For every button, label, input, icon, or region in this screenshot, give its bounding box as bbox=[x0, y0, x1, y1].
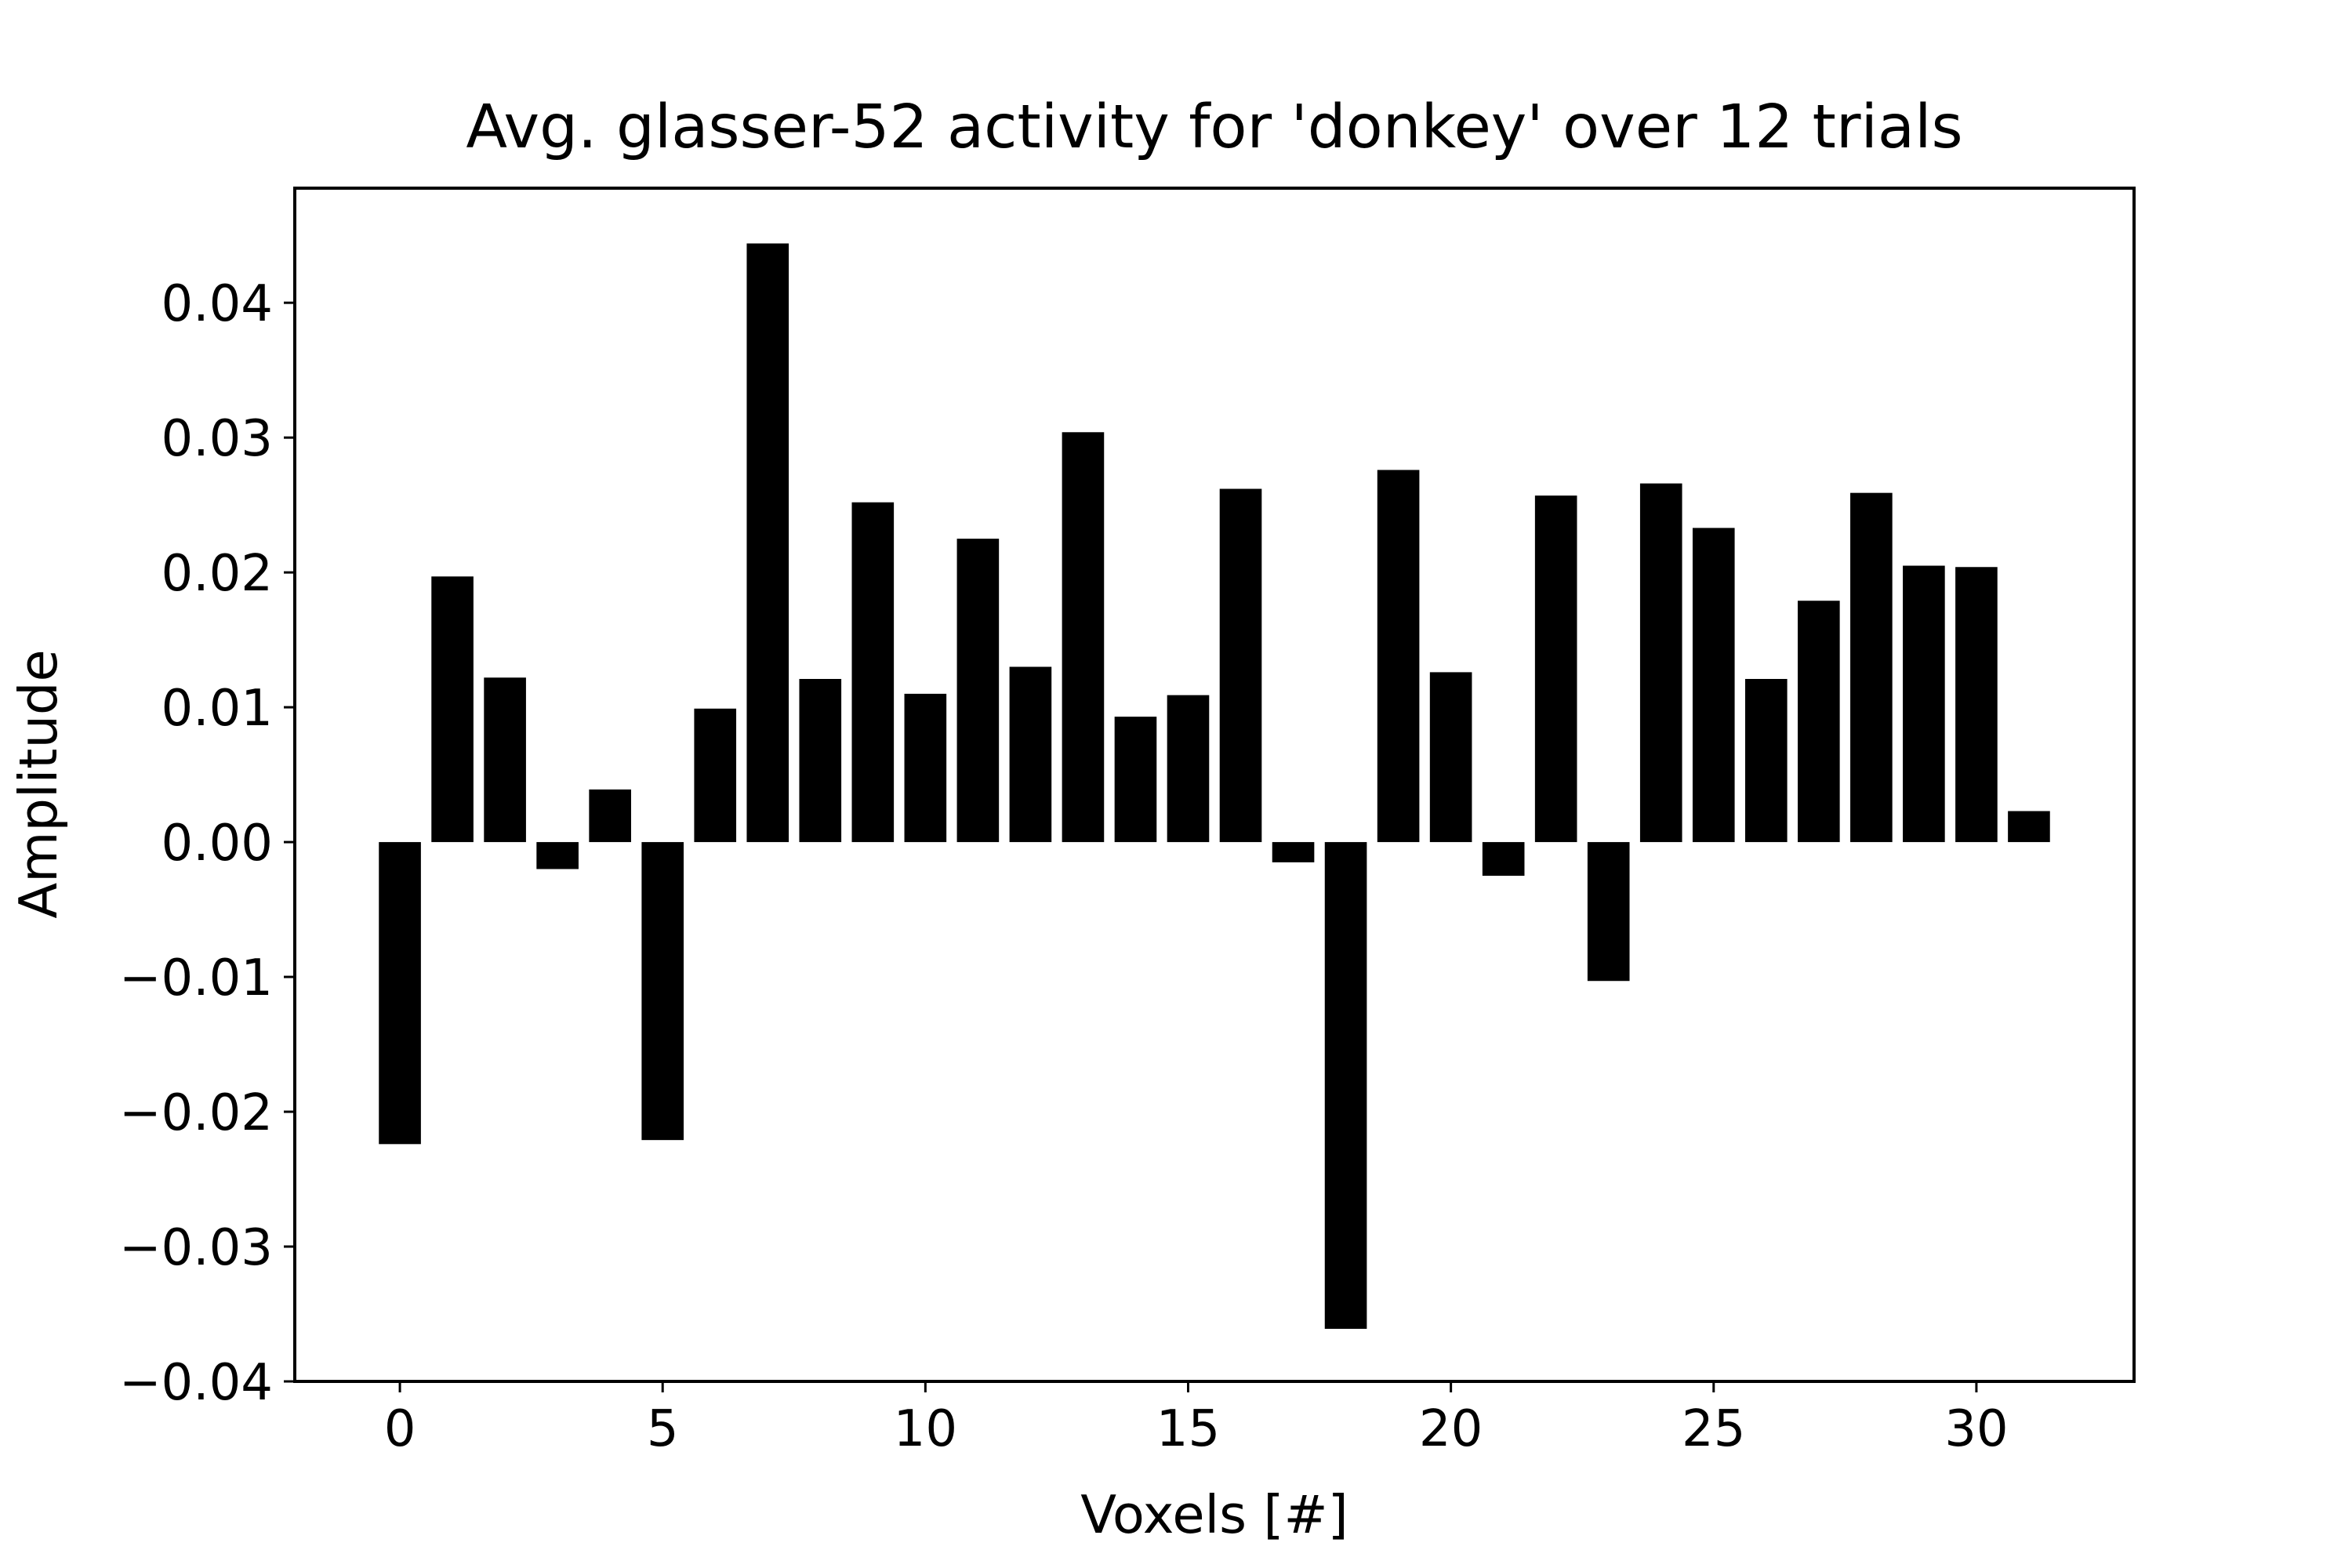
bar-voxel-15 bbox=[1167, 695, 1210, 843]
bar-voxel-12 bbox=[1009, 666, 1052, 843]
bar-voxel-9 bbox=[851, 502, 895, 843]
y-tick-label: −0.01 bbox=[119, 949, 273, 1007]
bar-voxel-11 bbox=[956, 539, 1000, 843]
bar-voxel-26 bbox=[1744, 679, 1788, 843]
bar-voxel-2 bbox=[484, 677, 526, 843]
x-tick-label: 0 bbox=[384, 1400, 416, 1458]
bar-voxel-28 bbox=[1850, 492, 1893, 843]
bar-voxel-16 bbox=[1219, 488, 1262, 843]
bar-voxel-18 bbox=[1324, 842, 1367, 1329]
bar-voxel-29 bbox=[1903, 565, 1945, 843]
bar-voxel-1 bbox=[431, 576, 474, 843]
bar-voxel-30 bbox=[1955, 567, 1998, 843]
y-tick-label: 0.01 bbox=[162, 680, 274, 738]
bar-voxel-7 bbox=[746, 243, 789, 843]
bar-voxel-13 bbox=[1062, 432, 1105, 843]
plot-area: 0 5 10 15 20 25 30 −0.04 −0.03 −0.02 −0.01 0.00 0.0… bbox=[119, 187, 2136, 1458]
x-axis-label: Voxels [#] bbox=[1080, 1484, 1348, 1545]
y-tick-label: 0.04 bbox=[162, 275, 274, 333]
y-tick-label: 0.02 bbox=[162, 545, 274, 603]
bar-voxel-23 bbox=[1587, 842, 1630, 982]
bar-voxel-19 bbox=[1377, 470, 1420, 843]
bar-voxel-27 bbox=[1798, 601, 1840, 843]
bar-voxel-10 bbox=[904, 693, 947, 843]
bar-voxel-22 bbox=[1534, 495, 1577, 843]
bar-voxel-20 bbox=[1429, 672, 1472, 843]
x-tick-label: 30 bbox=[1944, 1400, 2008, 1458]
x-tick-label: 25 bbox=[1682, 1400, 1745, 1458]
x-tick-label: 10 bbox=[894, 1400, 957, 1458]
x-axis-ticks: 0 5 10 15 20 25 30 bbox=[384, 1381, 2009, 1458]
bar-voxel-31 bbox=[2008, 811, 2050, 843]
bars-group bbox=[379, 243, 2050, 1329]
plot-frame bbox=[293, 187, 2136, 1383]
bar-voxel-4 bbox=[589, 789, 631, 843]
bar-voxel-17 bbox=[1272, 842, 1315, 862]
y-tick-label: 0.00 bbox=[162, 815, 274, 873]
x-tick-label: 5 bbox=[647, 1400, 679, 1458]
y-tick-label: 0.03 bbox=[162, 410, 274, 468]
y-tick-label: −0.02 bbox=[119, 1084, 273, 1142]
bar-voxel-21 bbox=[1482, 842, 1525, 877]
bar-voxel-25 bbox=[1692, 528, 1735, 843]
bar-voxel-8 bbox=[799, 679, 842, 843]
bar-voxel-24 bbox=[1639, 483, 1682, 843]
y-axis-ticks: −0.04 −0.03 −0.02 −0.01 0.00 0.01 0.02 0.03 0.04 bbox=[119, 275, 295, 1412]
bar-voxel-0 bbox=[379, 842, 421, 1145]
x-tick-label: 20 bbox=[1419, 1400, 1483, 1458]
y-tick-label: −0.04 bbox=[119, 1354, 273, 1412]
y-axis-label: Amplitude bbox=[8, 649, 69, 918]
bar-voxel-3 bbox=[536, 842, 579, 869]
x-tick-label: 15 bbox=[1156, 1400, 1220, 1458]
bar-voxel-14 bbox=[1114, 717, 1157, 843]
bar-voxel-5 bbox=[641, 842, 684, 1141]
chart-title: Avg. glasser-52 activity for 'donkey' ov… bbox=[466, 93, 1962, 162]
y-tick-label: −0.03 bbox=[119, 1219, 273, 1277]
bar-voxel-6 bbox=[694, 708, 737, 843]
